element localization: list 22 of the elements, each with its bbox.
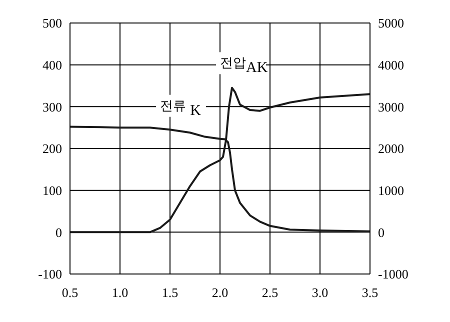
y2-tick-label: 5000 — [378, 16, 404, 31]
x-tick-label: 1.5 — [162, 285, 178, 300]
x-tick-label: 2.0 — [212, 285, 228, 300]
y2-tick-label: -1000 — [378, 266, 408, 282]
y-tick-label: 200 — [42, 141, 62, 156]
y2-tick-label: 1000 — [378, 182, 404, 198]
y-tick-label: 100 — [42, 182, 62, 198]
x-tick-label: 0.5 — [62, 285, 78, 300]
y-tick-label: 300 — [42, 99, 62, 114]
y2-tick-label: 0 — [378, 224, 384, 240]
x-tick-label: 3.0 — [312, 285, 328, 300]
y2-tick-label: 4000 — [378, 57, 404, 72]
x-tick-label: 2.5 — [262, 285, 278, 300]
x-tick-label: 1.0 — [112, 285, 128, 300]
x-tick-label: 3.5 — [362, 285, 378, 300]
y-tick-label: 0 — [56, 224, 62, 240]
line-series — [70, 86, 370, 234]
y-tick-label: -100 — [38, 266, 62, 282]
y-tick-label: 400 — [42, 57, 62, 72]
y-tick-label: 500 — [42, 16, 62, 31]
y2-tick-label: 3000 — [378, 99, 404, 114]
y2-tick-label: 2000 — [378, 141, 404, 156]
